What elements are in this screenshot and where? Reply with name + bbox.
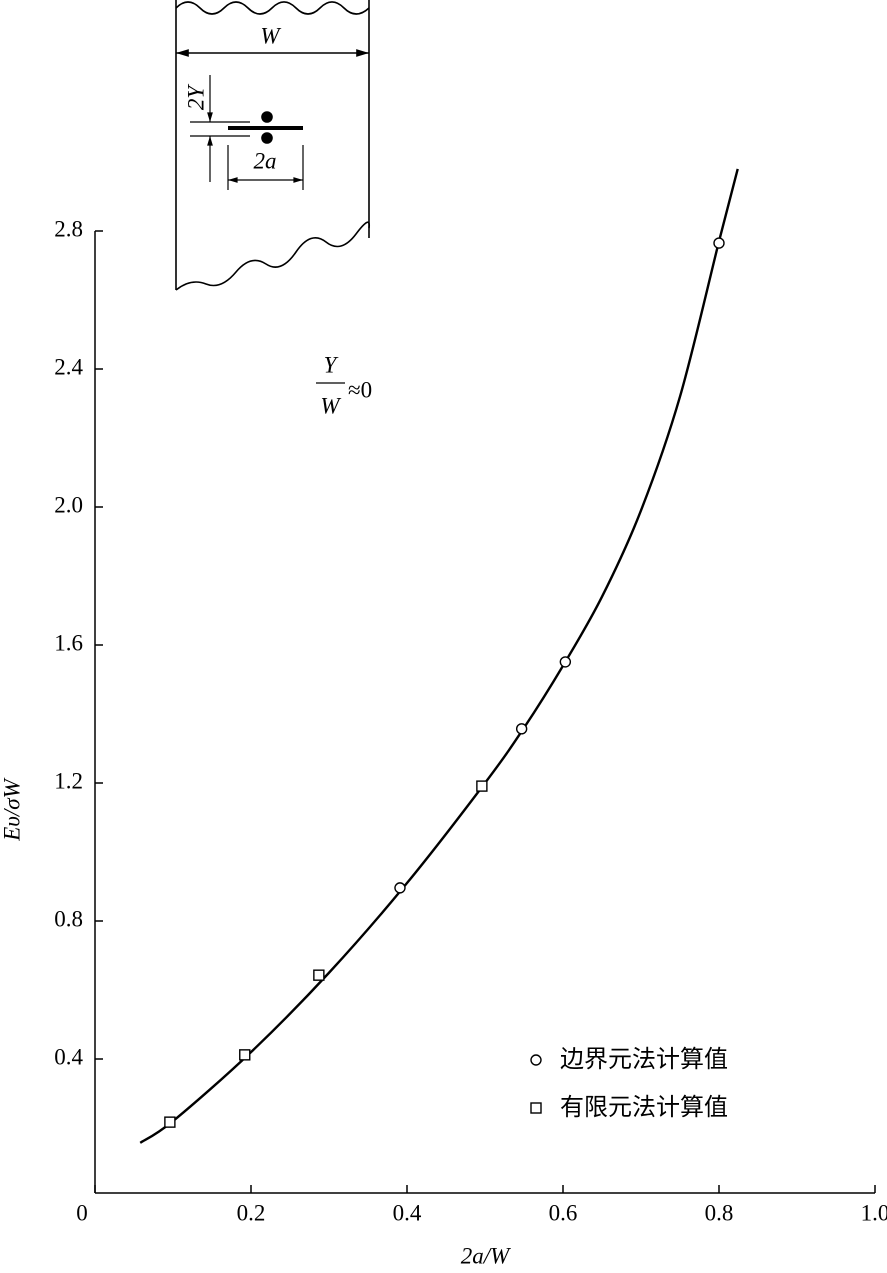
y-tick-label: 1.2 xyxy=(54,768,83,793)
data-point xyxy=(313,969,325,981)
legend-marker xyxy=(530,1054,542,1066)
inset-label: 2a xyxy=(254,148,277,173)
y-tick-label: 0.4 xyxy=(54,1044,83,1069)
data-point xyxy=(559,656,572,668)
x-tick-label: 0.8 xyxy=(705,1200,734,1225)
annotation-denominator: W xyxy=(320,393,341,418)
data-point xyxy=(476,780,488,792)
data-point xyxy=(713,237,725,249)
fitted-curve xyxy=(139,168,739,1144)
y-tick-label: 1.6 xyxy=(54,630,83,655)
legend-marker xyxy=(530,1102,542,1114)
inset-label: W xyxy=(260,23,281,48)
legend-label: 有限元法计算值 xyxy=(560,1093,728,1121)
point xyxy=(261,111,273,123)
x-axis-label: 2a/W xyxy=(461,1243,511,1268)
y-tick-label: 2.0 xyxy=(54,492,83,517)
y-tick-label: 0.8 xyxy=(54,906,83,931)
data-point xyxy=(164,1116,176,1128)
x-tick-label: 0.4 xyxy=(393,1200,422,1225)
point xyxy=(261,132,273,144)
x-tick-label: 0.6 xyxy=(549,1200,578,1225)
x-tick-label: 0.2 xyxy=(237,1200,266,1225)
data-point xyxy=(515,723,528,735)
annotation-numerator: Y xyxy=(324,352,339,377)
data-point xyxy=(239,1049,251,1061)
inset-label: 2Y xyxy=(183,84,208,111)
y-tick-label: 2.8 xyxy=(54,216,83,241)
y-axis-label: Eυ/σW xyxy=(0,777,24,841)
data-point xyxy=(394,882,406,894)
break-line xyxy=(175,1,370,15)
inset-diagram xyxy=(175,0,371,291)
legend-label: 边界元法计算值 xyxy=(560,1045,728,1073)
annotation-text: ≈0 xyxy=(348,377,372,402)
break-line xyxy=(175,221,371,291)
x-tick-label: 1.0 xyxy=(861,1200,887,1225)
y-tick-label: 2.4 xyxy=(54,354,83,379)
x-tick-label: 0 xyxy=(76,1200,88,1225)
